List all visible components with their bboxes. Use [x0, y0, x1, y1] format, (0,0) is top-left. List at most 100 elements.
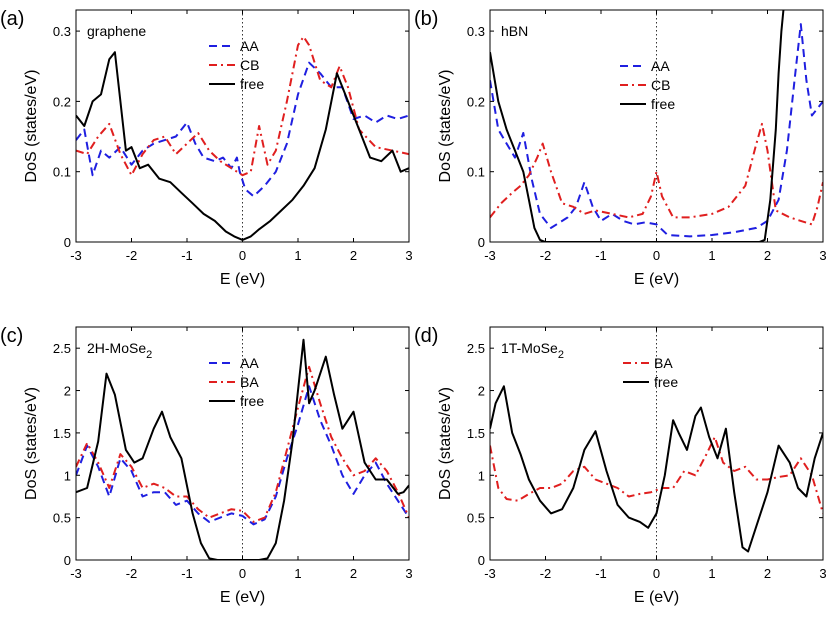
x-tick-label: -1: [595, 566, 607, 581]
legend-label-aa: AA: [240, 355, 259, 371]
x-tick-label: -3: [70, 566, 82, 581]
panel-title-text: hBN: [501, 23, 528, 39]
x-tick-label: 2: [764, 248, 771, 263]
y-axis-label: DoS (states/eV): [23, 387, 40, 500]
x-tick-label: -1: [181, 566, 193, 581]
y-axis-label: DoS (states/eV): [23, 70, 40, 183]
x-tick-label: -2: [540, 248, 552, 263]
y-tick-label: 1: [64, 468, 71, 483]
y-tick-label: 0: [64, 235, 71, 250]
panel-title-subscript: 2: [558, 349, 564, 361]
series-line-aa: [490, 23, 823, 238]
panel-b: -3 -2 -1 0 1 2 3 0 0.1 0.2 0.3 E (eV) DoS (states/eV…: [414, 8, 827, 288]
series-line-cb: [490, 122, 823, 226]
y-tick-label: 1.5: [467, 426, 485, 441]
x-tick-label: 1: [708, 566, 715, 581]
legend-label-aa: AA: [651, 58, 670, 74]
panel-label: (a): [0, 8, 24, 30]
y-tick-label: 2.5: [53, 341, 71, 356]
panel-a: -3 -2 -1 0 1 2 3 0 0.1 0.2 0.3 E (eV) DoS (states/eV…: [0, 8, 413, 288]
series-group: [490, 10, 823, 242]
series-line-free: [490, 385, 823, 553]
legend-label-free: free: [240, 76, 264, 92]
x-axis-label: E (eV): [220, 271, 265, 288]
x-tick-label: -2: [126, 566, 138, 581]
x-tick-label: -3: [484, 248, 496, 263]
panel-d: -3 -2 -1 0 1 2 3 0 0.5 1 1.5 2 2.5 E (eV) DoS (states/…: [414, 325, 827, 606]
series-group: [76, 35, 409, 241]
panel-title-text: 2H-MoSe: [87, 340, 146, 356]
x-tick-label: -3: [70, 248, 82, 263]
panel-title: hBN: [501, 23, 528, 39]
panel-title-text: 1T-MoSe: [501, 340, 558, 356]
y-tick-label: 1.5: [53, 426, 71, 441]
series-group: [76, 338, 409, 560]
x-axis-label: E (eV): [634, 271, 679, 288]
series-line-free: [490, 10, 785, 242]
x-tick-label: 3: [819, 248, 826, 263]
panel-title: 1T-MoSe2: [501, 340, 564, 361]
legend-label-free: free: [654, 374, 678, 390]
y-tick-label: 0.2: [467, 94, 485, 109]
y-tick-label: 0.5: [53, 511, 71, 526]
x-tick-label: 0: [653, 248, 660, 263]
legend-label-aa: AA: [240, 38, 259, 54]
series-line-ba: [490, 436, 823, 514]
y-tick-label: 0.3: [467, 24, 485, 39]
x-tick-label: 1: [708, 248, 715, 263]
x-tick-label: 1: [294, 248, 301, 263]
legend-label-ba: BA: [654, 355, 673, 371]
legend-label-ba: BA: [240, 374, 259, 390]
series-group: [490, 385, 823, 553]
legend-label-free: free: [240, 393, 264, 409]
x-tick-label: -2: [540, 566, 552, 581]
legend-label-cb: CB: [651, 77, 670, 93]
y-axis-label: DoS (states/eV): [437, 70, 454, 183]
legend: AA BA free: [209, 355, 264, 409]
x-tick-label: -3: [484, 566, 496, 581]
x-tick-label: -1: [181, 248, 193, 263]
panel-label: (b): [414, 8, 438, 30]
panel-title: 2H-MoSe2: [87, 340, 152, 361]
legend-label-cb: CB: [240, 57, 259, 73]
x-tick-label: 2: [350, 566, 357, 581]
panel-title-subscript: 2: [146, 349, 152, 361]
x-tick-label: 3: [819, 566, 826, 581]
legend: AA CB free: [209, 38, 264, 92]
x-tick-label: 2: [350, 248, 357, 263]
x-tick-label: 0: [653, 566, 660, 581]
legend: BA free: [623, 355, 678, 390]
panel-title-text: graphene: [87, 23, 146, 39]
x-tick-label: -2: [126, 248, 138, 263]
y-tick-label: 1: [478, 468, 485, 483]
series-line-aa: [76, 385, 409, 526]
x-tick-label: 3: [405, 248, 412, 263]
series-line-cb: [76, 35, 409, 177]
y-tick-label: 2.5: [467, 341, 485, 356]
x-tick-label: 3: [405, 566, 412, 581]
y-tick-label: 2: [478, 384, 485, 399]
x-tick-label: 0: [239, 566, 246, 581]
series-line-free: [76, 51, 409, 241]
x-tick-label: 1: [294, 566, 301, 581]
y-axis-label: DoS (states/eV): [437, 387, 454, 500]
y-tick-label: 0.1: [467, 165, 485, 180]
y-tick-label: 0.1: [53, 165, 71, 180]
y-tick-label: 0: [478, 235, 485, 250]
y-tick-label: 0.5: [467, 511, 485, 526]
series-line-ba: [76, 365, 409, 523]
y-tick-label: 2: [64, 384, 71, 399]
legend-label-free: free: [651, 96, 675, 112]
x-tick-label: 0: [239, 248, 246, 263]
panel-c: -3 -2 -1 0 1 2 3 0 0.5 1 1.5 2 2.5 E (eV) DoS (states/…: [0, 325, 413, 606]
series-line-free: [76, 338, 409, 560]
x-axis-label: E (eV): [220, 589, 265, 606]
y-tick-label: 0: [64, 553, 71, 568]
y-tick-label: 0.2: [53, 94, 71, 109]
y-tick-label: 0: [478, 553, 485, 568]
x-tick-label: 2: [764, 566, 771, 581]
x-axis-label: E (eV): [634, 589, 679, 606]
panel-label: (d): [414, 325, 438, 347]
y-tick-label: 0.3: [53, 24, 71, 39]
